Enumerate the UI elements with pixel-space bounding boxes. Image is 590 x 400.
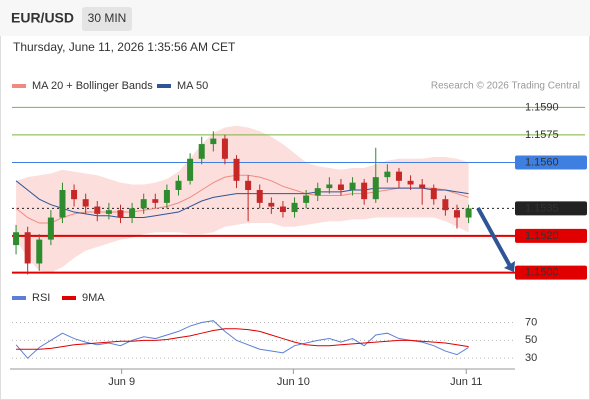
- candle-body: [256, 190, 263, 203]
- interval[interactable]: 30 MIN: [88, 11, 127, 25]
- legend-swatch: [12, 296, 26, 300]
- candle-body: [407, 180, 414, 185]
- candle-body: [419, 184, 426, 189]
- x-tick-label: Jun 10: [277, 376, 310, 388]
- candle-body: [24, 232, 31, 264]
- price-label: 1.1500: [525, 267, 559, 279]
- candle-body: [71, 190, 78, 200]
- candle-body: [384, 171, 391, 178]
- symbol: EUR/USD: [11, 10, 74, 26]
- candle-body: [268, 202, 275, 207]
- legend-label: MA 20 + Bollinger Bands: [32, 80, 153, 92]
- candle-body: [361, 182, 368, 200]
- price-label-box: [515, 155, 587, 170]
- credit: Research © 2026 Trading Central: [431, 81, 580, 92]
- candle-body: [210, 138, 217, 145]
- y-tick-label: 70: [525, 316, 537, 328]
- moving-average: [15, 180, 469, 219]
- candle-body: [326, 184, 333, 189]
- candle-body: [395, 171, 402, 181]
- y-tick-label: 30: [525, 352, 537, 364]
- candle-body: [117, 210, 124, 218]
- price-label: 1.1560: [525, 156, 559, 168]
- candle-body: [59, 190, 66, 218]
- candle-body: [163, 190, 170, 203]
- candle-body: [372, 177, 379, 200]
- candle-body: [175, 180, 182, 190]
- candle-body: [94, 206, 101, 214]
- candle-body: [291, 202, 298, 213]
- candle-body: [245, 180, 252, 190]
- candle-body: [337, 184, 344, 190]
- legend-swatch: [12, 84, 26, 88]
- candle-body: [465, 208, 472, 218]
- candle-body: [198, 144, 205, 159]
- price-label: 1.1535: [525, 202, 559, 214]
- timestamp: Thursday, June 11, 2026 1:35:56 AM CET: [13, 40, 236, 54]
- candle-body: [105, 210, 112, 214]
- candle-body: [442, 199, 449, 211]
- legend-swatch: [62, 296, 76, 300]
- candle-body: [430, 188, 437, 200]
- candle-body: [303, 195, 310, 203]
- candle-body: [152, 199, 159, 203]
- candle-body: [82, 199, 89, 207]
- candle-body: [129, 208, 136, 218]
- price-label: 1.1520: [525, 230, 559, 242]
- price-label-box: [515, 201, 587, 216]
- candle-body: [187, 158, 194, 181]
- legend-label: RSI: [32, 292, 50, 304]
- candle-body: [314, 188, 321, 196]
- legend-label: 9MA: [82, 292, 105, 304]
- legend-label: MA 50: [177, 80, 208, 92]
- candle-body: [453, 210, 460, 218]
- interval-box[interactable]: [82, 7, 132, 31]
- arrow: [476, 207, 512, 267]
- moving-average: [15, 174, 469, 224]
- candle-body: [279, 206, 286, 213]
- candle-body: [140, 199, 147, 209]
- candle-body: [221, 138, 228, 159]
- y-tick-label: 50: [525, 334, 537, 346]
- x-tick-label: Jun 11: [450, 376, 482, 388]
- arrow-head: [504, 261, 515, 272]
- candle-body: [349, 182, 356, 190]
- x-tick-label: Jun 9: [108, 376, 135, 388]
- candle-body: [47, 217, 54, 240]
- candle-body: [36, 239, 43, 264]
- legend-swatch: [157, 84, 171, 88]
- price-label-box: [515, 228, 587, 243]
- candle-body: [13, 232, 20, 246]
- price-label-box: [515, 265, 587, 280]
- price-label: 1.1590: [525, 101, 559, 113]
- candle-body: [233, 158, 240, 181]
- indicator-line: [16, 328, 469, 350]
- price-label: 1.1575: [525, 129, 559, 141]
